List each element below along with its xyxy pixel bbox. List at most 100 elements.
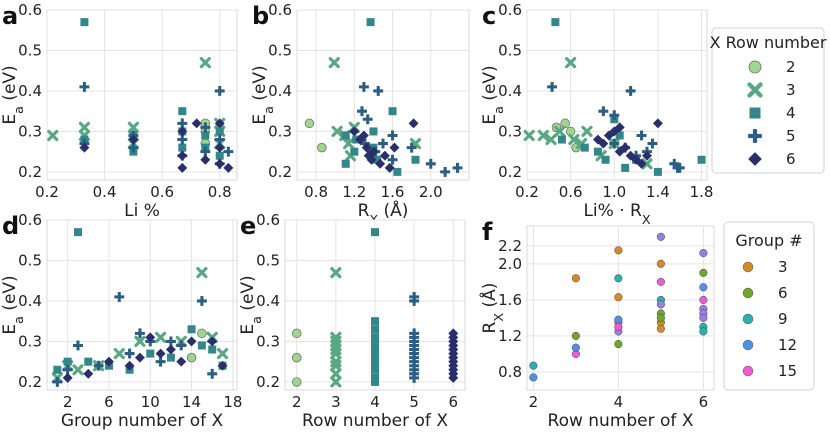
legend-marker	[748, 152, 762, 166]
legend-label: 9	[778, 310, 788, 328]
data-point	[598, 106, 609, 117]
data-point	[371, 361, 379, 370]
x-axis-label: Li %	[124, 201, 160, 221]
data-point	[214, 118, 225, 129]
data-point	[440, 166, 451, 177]
y-tick-label: 0.3	[268, 122, 292, 140]
x-axis-label: Group number of X	[61, 411, 224, 431]
data-point	[371, 337, 379, 346]
y-tick-label: 0.6	[268, 1, 292, 19]
data-point	[78, 121, 91, 133]
y-tick-label: 0.6	[18, 1, 42, 19]
data-point	[547, 81, 558, 92]
data-point	[330, 267, 342, 279]
legend-marker	[749, 107, 761, 119]
data-point	[73, 340, 83, 351]
x-axis-label: Li% · RX	[583, 201, 650, 228]
legend-label: 15	[778, 362, 797, 380]
data-point	[625, 85, 636, 96]
x-tick-label: 0.6	[150, 183, 174, 201]
data-point	[387, 130, 398, 141]
data-point	[223, 162, 234, 173]
y-tick-label: 0.4	[18, 292, 42, 310]
data-point	[166, 353, 175, 362]
data-point	[614, 293, 623, 302]
data-point	[358, 130, 369, 141]
data-point	[593, 147, 602, 156]
data-point	[124, 360, 135, 371]
data-point	[642, 150, 652, 161]
data-point	[614, 322, 623, 331]
data-point	[697, 155, 706, 164]
data-point	[178, 107, 187, 116]
data-point	[656, 277, 665, 286]
data-point	[208, 345, 217, 354]
legend-label: 3	[786, 81, 796, 99]
data-point	[571, 331, 580, 340]
legend-label: 4	[786, 104, 796, 122]
data-point	[571, 274, 580, 283]
data-point	[375, 158, 386, 169]
data-point	[331, 125, 343, 138]
panel-letter-c: c	[482, 2, 496, 30]
data-point	[408, 118, 419, 129]
data-point	[155, 348, 166, 359]
data-point	[93, 360, 104, 371]
data-point	[366, 154, 377, 165]
y-tick-label: 1.6	[498, 291, 522, 309]
data-point	[614, 274, 623, 283]
data-point	[389, 142, 400, 153]
data-point	[581, 125, 593, 138]
data-point	[529, 361, 538, 370]
data-point	[409, 372, 420, 383]
data-point	[341, 159, 350, 168]
data-point	[592, 134, 603, 145]
data-point	[384, 162, 395, 173]
legend-marker	[742, 365, 754, 377]
panel-b: 0.81.21.62.00.20.30.40.50.6RX (Å)Ea (eV)…	[250, 1, 470, 228]
y-tick-label: 0.6	[256, 211, 280, 229]
data-point	[371, 353, 379, 362]
data-point	[177, 150, 188, 161]
y-tick-label: 0.5	[268, 41, 292, 59]
data-point	[176, 340, 187, 351]
x-tick-label: 2	[529, 393, 539, 411]
data-point	[186, 336, 197, 347]
data-point	[83, 368, 94, 379]
plot-area	[46, 9, 238, 181]
data-point	[165, 344, 176, 355]
y-tick-label: 0.4	[18, 82, 42, 100]
data-point	[652, 118, 663, 129]
data-point	[357, 106, 367, 117]
data-point	[571, 343, 580, 352]
data-point	[656, 232, 665, 241]
legend-row-number: X Row number 2 3 4 5 6	[710, 27, 827, 174]
y-tick-label: 0.3	[498, 122, 522, 140]
plot-area	[46, 219, 238, 391]
data-point	[615, 131, 624, 140]
x-tick-label: 3	[331, 393, 341, 411]
panel-a: 0.2 0.4 0.6 0.80.20.30.40.50.6Li %Ea (eV)a	[0, 1, 238, 221]
legend-title: Group #	[735, 231, 802, 250]
data-point	[330, 376, 342, 388]
data-point	[411, 155, 420, 164]
x-tick-label: 0.6	[559, 183, 583, 201]
data-point	[366, 18, 375, 27]
data-point	[373, 85, 384, 96]
data-point	[378, 138, 388, 149]
panel-c: 0.2 0.6 1.0 1.4 1.80.20.30.40.50.6Li% · RXEa…	[480, 1, 713, 228]
data-point	[292, 328, 302, 339]
data-point	[603, 130, 614, 141]
data-point	[580, 143, 589, 152]
data-point	[317, 142, 327, 153]
x-axis-label: Row number of X	[548, 411, 694, 431]
data-point	[371, 377, 379, 386]
data-point	[672, 162, 683, 173]
data-point	[388, 107, 397, 116]
data-point	[598, 138, 609, 149]
data-point	[371, 349, 379, 358]
y-axis-label: Ea (eV)	[480, 65, 507, 124]
data-point	[636, 130, 647, 141]
x-tick-label: 2	[292, 393, 302, 411]
data-point	[656, 313, 665, 322]
